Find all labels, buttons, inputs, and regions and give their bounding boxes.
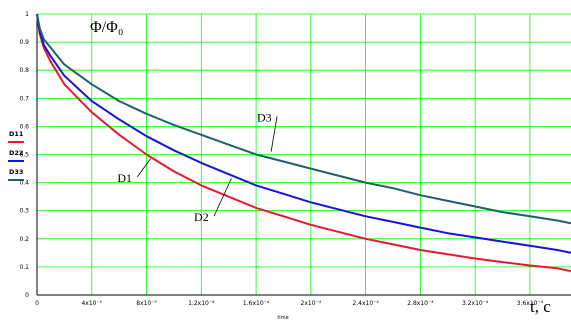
x-tick-label-7: 2.8x10⁻⁴ (407, 300, 434, 307)
legend-label-d11: D11 (9, 130, 24, 138)
legend: D11 D22 D33 (8, 130, 24, 181)
annotation-d2: D2 (194, 210, 209, 224)
legend-label-d22: D22 (9, 149, 23, 157)
y-axis-label: Φ/Φ₀ (90, 19, 123, 36)
series-line-d33 (36, 13, 571, 225)
y-tick-label-2: 0.2 (19, 236, 29, 243)
annotation-d3: D3 (257, 110, 272, 124)
annotation-leader-d3 (270, 116, 278, 152)
annotation-leader-d2 (213, 178, 232, 217)
y-tick-labels: 0 0.1 0.2 0.3 0.4 0.5 0.6 0.7 0.8 0.9 1 (19, 11, 29, 299)
x-tick-label-0: 0 (35, 300, 39, 307)
series-line-d22 (36, 13, 571, 254)
y-tick-label-5: 0.5 (19, 152, 29, 159)
x-axis-sub-label: time (277, 315, 288, 320)
annotation-leader-d1 (137, 158, 151, 178)
y-tick-label-1: 0.1 (19, 264, 29, 271)
curve-annotations: D1 D2 D3 (117, 110, 278, 224)
axes (36, 14, 571, 296)
x-tick-label-6: 2.4x10⁻⁴ (352, 300, 379, 307)
annotation-d1: D1 (117, 171, 132, 185)
y-tick-label-3: 0.3 (19, 208, 29, 215)
legend-label-d33: D33 (9, 168, 23, 176)
x-axis-label: t, c (530, 297, 551, 316)
y-tick-label-4: 0.4 (19, 180, 29, 187)
x-tick-label-5: 2x10⁻⁴ (301, 300, 322, 307)
y-tick-label-6: 0.6 (19, 123, 29, 130)
y-tick-label-9: 0.9 (19, 39, 29, 46)
y-tick-label-7: 0.7 (19, 95, 29, 102)
y-tick-label-10: 1 (25, 11, 29, 18)
x-tick-labels: 0 4x10⁻⁵ 8x10⁻⁵ 1.2x10⁻⁴ 1.6x10⁻⁴ 2x10⁻⁴ 2.4x1… (35, 300, 544, 307)
series-line-d11 (36, 13, 571, 273)
x-tick-label-9: 3.6x10⁻⁴ (517, 300, 544, 307)
x-tick-label-2: 8x10⁻⁵ (136, 300, 157, 307)
x-tick-label-4: 1.6x10⁻⁴ (243, 300, 270, 307)
y-tick-label-0: 0 (25, 292, 29, 299)
grid-lines (37, 13, 571, 295)
x-tick-label-1: 4x10⁻⁵ (81, 300, 102, 307)
y-tick-label-8: 0.8 (19, 67, 29, 74)
x-tick-label-8: 3.2x10⁻⁴ (462, 300, 489, 307)
series-lines (36, 13, 571, 273)
x-tick-label-3: 1.2x10⁻⁴ (188, 300, 215, 307)
